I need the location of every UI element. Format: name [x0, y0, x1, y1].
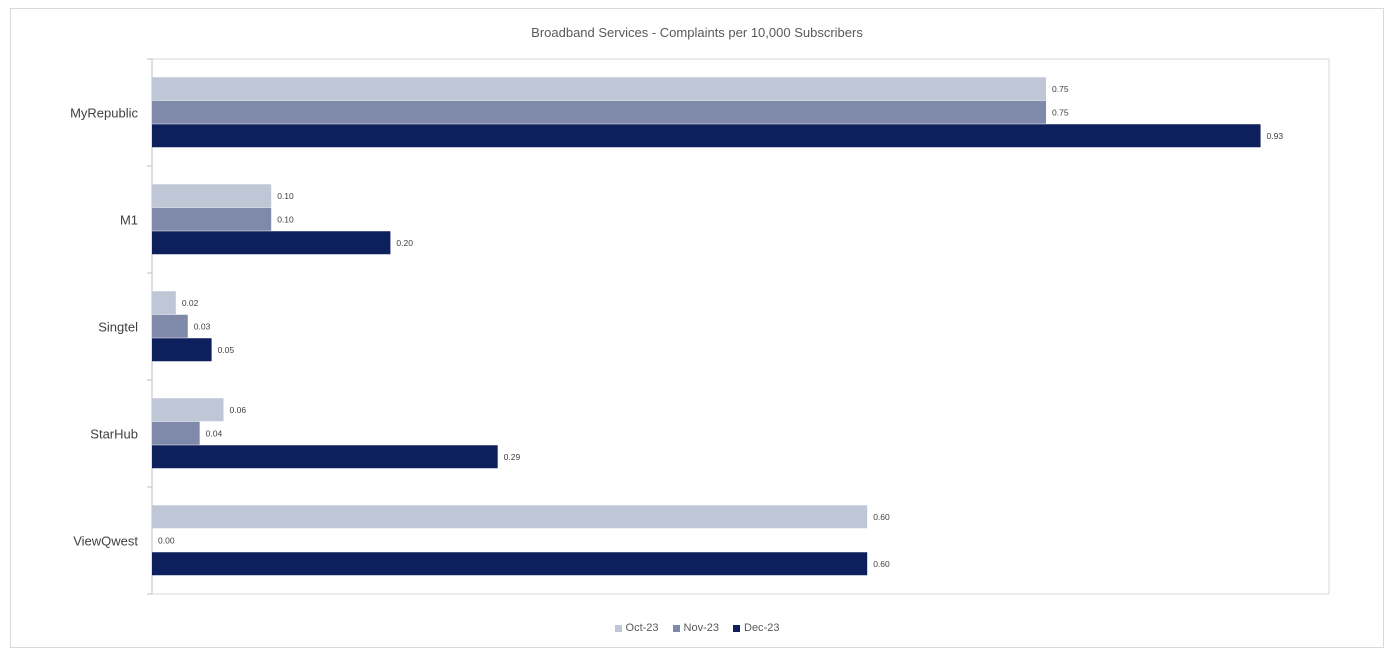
- category-label-viewqwest: ViewQwest: [73, 534, 138, 549]
- chart-container: Broadband Services - Complaints per 10,0…: [10, 8, 1384, 648]
- data-label-viewqwest-nov-23: 0.00: [158, 536, 175, 546]
- data-label-m1-oct-23: 0.10: [277, 191, 294, 201]
- bar-singtel-dec-23: [152, 338, 212, 362]
- category-label-m1: M1: [120, 213, 138, 228]
- bar-myrepublic-dec-23: [152, 124, 1261, 148]
- bar-viewqwest-oct-23: [152, 505, 868, 529]
- data-label-starhub-nov-23: 0.04: [206, 429, 223, 439]
- legend-swatch: [733, 624, 740, 632]
- legend-label: Nov-23: [683, 622, 719, 634]
- legend-label: Dec-23: [744, 622, 780, 634]
- bar-singtel-oct-23: [152, 291, 176, 315]
- data-label-myrepublic-nov-23: 0.75: [1052, 108, 1069, 118]
- data-label-m1-nov-23: 0.10: [277, 215, 294, 225]
- chart-legend: Oct-23 Nov-23 Dec-23: [11, 622, 1383, 634]
- legend-label: Oct-23: [625, 622, 659, 634]
- legend-swatch: [614, 624, 622, 632]
- bar-m1-nov-23: [152, 207, 272, 231]
- bar-myrepublic-nov-23: [152, 100, 1046, 124]
- data-label-myrepublic-dec-23: 0.93: [1267, 131, 1284, 141]
- data-label-viewqwest-dec-23: 0.60: [873, 559, 890, 569]
- data-label-starhub-dec-23: 0.29: [504, 452, 521, 462]
- legend-swatch: [672, 624, 680, 632]
- bar-singtel-nov-23: [152, 314, 188, 338]
- data-label-viewqwest-oct-23: 0.60: [873, 512, 890, 522]
- category-label-myrepublic: MyRepublic: [70, 106, 138, 121]
- bar-starhub-dec-23: [152, 445, 498, 469]
- bar-m1-dec-23: [152, 231, 391, 255]
- category-label-singtel: Singtel: [98, 320, 138, 335]
- legend-item-nov-23: Nov-23: [672, 622, 719, 634]
- bar-viewqwest-dec-23: [152, 552, 868, 576]
- data-label-singtel-dec-23: 0.05: [218, 345, 235, 355]
- bar-m1-oct-23: [152, 184, 272, 208]
- data-label-m1-dec-23: 0.20: [396, 238, 413, 248]
- legend-item-dec-23: Dec-23: [733, 622, 779, 634]
- bar-starhub-nov-23: [152, 421, 200, 445]
- data-label-singtel-nov-23: 0.03: [194, 322, 211, 332]
- data-label-singtel-oct-23: 0.02: [182, 298, 199, 308]
- bar-chart-plot: MyRepublic 0.75 0.75 0.93 M1 0.10 0.10 0.20 Sing…: [70, 58, 1330, 595]
- category-label-starhub: StarHub: [90, 427, 138, 442]
- legend-item-oct-23: Oct-23: [614, 622, 659, 634]
- chart-title: Broadband Services - Complaints per 10,0…: [531, 25, 863, 40]
- bar-starhub-oct-23: [152, 398, 224, 422]
- bar-myrepublic-oct-23: [152, 77, 1046, 101]
- data-label-myrepublic-oct-23: 0.75: [1052, 84, 1069, 94]
- data-label-starhub-oct-23: 0.06: [230, 405, 247, 415]
